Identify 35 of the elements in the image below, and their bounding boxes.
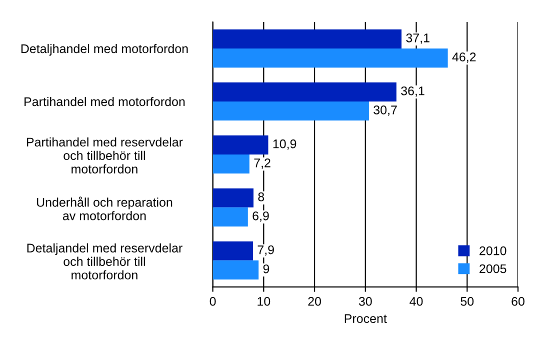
x-tick-label: 0 <box>210 296 216 306</box>
y-tick-label: Detaljhandel med motorfordon <box>21 44 188 56</box>
bar <box>212 135 268 154</box>
bar <box>212 154 250 174</box>
bar <box>212 241 253 260</box>
bar <box>212 29 402 49</box>
bar <box>212 101 369 121</box>
x-tick-label: 10 <box>258 296 270 306</box>
legend-label: 2010 <box>480 246 506 256</box>
x-tick-label: 60 <box>512 296 524 306</box>
x-tick-label: 40 <box>410 296 423 306</box>
x-tick-label: 30 <box>358 296 372 306</box>
data-label: 37,1 <box>406 33 430 44</box>
data-label: 30,7 <box>374 106 397 116</box>
bar <box>212 207 248 227</box>
legend-label: 2005 <box>480 264 506 274</box>
x-axis-title: Procent <box>344 314 387 324</box>
bar <box>212 48 448 68</box>
x-tick-label: 20 <box>308 296 321 306</box>
data-label: 7,9 <box>258 245 274 256</box>
data-label: 10,9 <box>273 139 296 150</box>
data-label: 36,1 <box>401 86 424 97</box>
y-tick-label: Underhåll och reparation av motorfordon <box>36 196 172 220</box>
data-label: 7,2 <box>254 158 270 169</box>
y-tick-label: Partihandel med motorfordon <box>24 96 185 106</box>
y-tick-label: Partihandel med reservdelar och tillbehör till motorfordon <box>26 137 183 174</box>
bar <box>212 188 254 208</box>
y-tick-label: Detaljandel med reservdelar och tillbehör till motorfordon <box>27 243 182 280</box>
data-label: 9 <box>263 264 270 274</box>
data-label: 46,2 <box>452 52 476 63</box>
data-label: 8 <box>258 192 264 202</box>
bar <box>212 260 259 280</box>
bar <box>212 82 396 102</box>
data-label: 6,9 <box>252 211 269 222</box>
x-tick-label: 50 <box>460 296 474 306</box>
